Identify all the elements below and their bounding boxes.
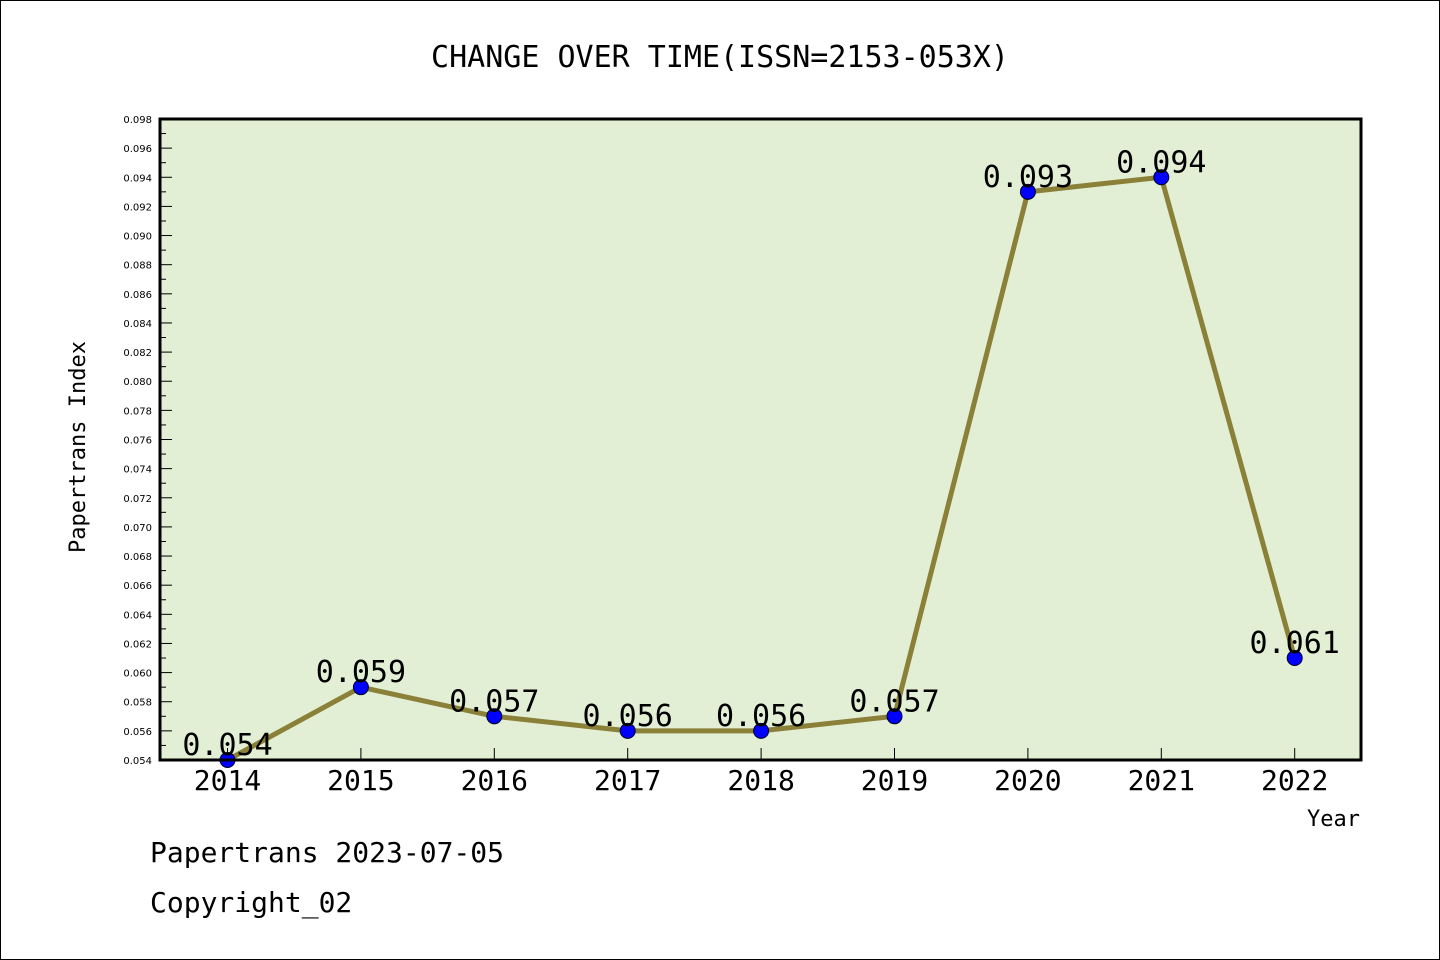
y-tick-label: 0.068 [123,552,152,563]
x-tick-label: 2019 [861,764,928,797]
data-label: 0.057 [849,684,939,719]
y-tick-label: 0.054 [123,756,152,767]
data-points [219,169,1303,768]
x-tick-label: 2020 [994,764,1061,797]
y-tick-label: 0.074 [123,465,152,476]
data-point [486,708,503,725]
data-point [1286,650,1303,667]
y-axis: 0.054 0.056 0.058 0.060 0.062 0.064 0.066 0.068… [123,115,172,767]
data-label: 0.057 [449,684,539,719]
data-point [753,722,770,739]
data-label: 0.061 [1250,626,1340,661]
data-point [1019,183,1036,200]
x-tick-label: 2021 [1128,764,1195,797]
y-tick-label: 0.076 [123,436,152,447]
x-tick-label: 2017 [594,764,661,797]
x-tick-label: 2022 [1261,764,1328,797]
y-tick-label: 0.080 [123,377,152,388]
chart-title: CHANGE OVER TIME(ISSN=2153-053X) [431,40,1009,75]
data-label: 0.056 [716,699,806,734]
footer-copyright: Copyright_02 [150,886,353,919]
data-label: 0.059 [316,655,406,690]
y-tick-label: 0.086 [123,290,152,301]
y-tick-label: 0.094 [123,173,152,184]
y-tick-label: 0.088 [123,261,152,272]
x-axis-label: Year [1307,807,1360,832]
y-tick-label: 0.078 [123,406,152,417]
y-tick-label: 0.058 [123,698,152,709]
footer-source: Papertrans 2023-07-05 [150,836,505,869]
x-tick-label: 2014 [194,764,261,797]
data-label: 0.093 [983,160,1073,195]
data-point [886,708,903,725]
data-point [619,722,636,739]
y-tick-label: 0.064 [123,610,152,621]
y-tick-label: 0.056 [123,727,152,738]
x-tick-label: 2016 [461,764,528,797]
y-tick-label: 0.082 [123,348,152,359]
y-tick-label: 0.066 [123,581,152,592]
y-tick-label: 0.084 [123,319,152,330]
y-tick-label: 0.096 [123,144,152,155]
y-tick-label: 0.070 [123,523,152,534]
data-label: 0.054 [182,728,272,763]
y-tick-label: 0.090 [123,232,152,243]
plot-border [158,117,1363,762]
y-axis-label: Papertrans Index [66,341,91,553]
data-point [1153,169,1170,186]
y-tick-label: 0.098 [123,115,152,126]
x-tick-label: 2015 [327,764,394,797]
data-label: 0.094 [1116,145,1206,180]
y-tick-label: 0.072 [123,494,152,505]
y-tick-label: 0.062 [123,639,152,650]
data-point [352,679,369,696]
y-tick-label: 0.060 [123,669,152,680]
plot-area [160,119,1361,760]
data-label: 0.056 [583,699,673,734]
x-axis: 2014 2015 2016 2017 2018 2019 2020 2021 2022 [194,748,1328,797]
y-tick-label: 0.092 [123,202,152,213]
data-labels: 0.054 0.059 0.057 0.056 0.056 0.057 0.093 0.094… [182,145,1340,763]
x-tick-label: 2018 [727,764,794,797]
